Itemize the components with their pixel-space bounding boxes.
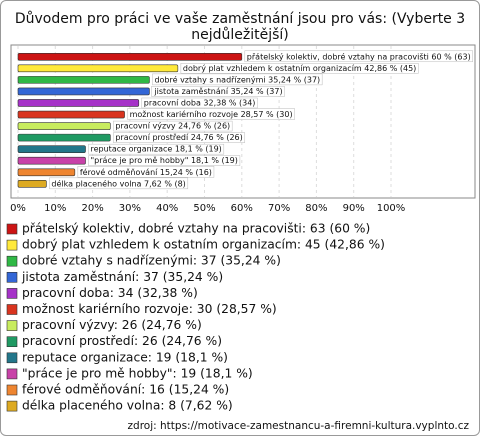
legend-swatch <box>6 255 18 267</box>
legend-label: dobrý plat vzhledem k ostatním organizac… <box>22 238 385 252</box>
x-tick-label: 40% <box>156 203 178 214</box>
legend-label: pracovní doba: 34 (32,38 %) <box>22 286 198 300</box>
bar-label: přátelský kolektiv, dobré vztahy na prac… <box>247 51 471 61</box>
bar-label-box <box>151 86 285 97</box>
bar-label-box <box>113 132 246 143</box>
bar-label: reputace organizace 18,1 % (19) <box>91 145 222 154</box>
bar-label-box <box>127 108 295 120</box>
legend-swatch <box>6 320 18 331</box>
bar <box>17 122 111 130</box>
legend-swatch <box>6 304 18 315</box>
legend-swatch <box>6 239 18 251</box>
legend-label: reputace organizace: 19 (18,1 %) <box>22 350 228 364</box>
bar-label: pracovní doba 32,38 % (34) <box>144 98 256 107</box>
bar-label-box <box>77 166 215 178</box>
x-tick-label: 100% <box>377 203 406 214</box>
x-tick-label: 10% <box>44 203 66 214</box>
x-tick-label: 70% <box>268 203 290 214</box>
bar-label-box <box>244 50 473 63</box>
source: zdroj: https://motivace-zamestnancu-a-fi… <box>128 420 470 432</box>
bar <box>17 156 86 165</box>
bar <box>17 87 150 96</box>
bar <box>17 64 179 73</box>
legend-label: možnost kariérního rozvoje: 30 (28,57 %) <box>22 302 277 316</box>
legend-swatch <box>6 368 18 380</box>
bar-label-box <box>88 143 225 155</box>
bar-label-box <box>113 120 233 132</box>
bar <box>17 99 140 107</box>
legend-label: pracovní výzvy: 26 (24,76 %) <box>22 318 202 332</box>
bar <box>17 76 150 84</box>
bar <box>17 110 125 119</box>
legend-label: jistota zaměstnání: 37 (35,24 %) <box>21 270 223 284</box>
bar-label-box <box>49 177 189 190</box>
bar-label: dobrý plat vzhledem k ostatním organizac… <box>183 64 416 73</box>
bar-label: pracovní výzvy 24,76 % (26) <box>115 122 230 131</box>
bar <box>17 168 76 177</box>
legend-swatch <box>6 352 18 364</box>
bar-label: dobré vztahy s nadřízenými 35,24 % (37) <box>154 74 320 84</box>
legend-swatch <box>6 288 18 299</box>
x-tick-label: 50% <box>193 203 215 214</box>
bar-label: jistota zaměstnání 35,24 % (37) <box>153 87 282 96</box>
bar-label: pracovní prostředí 24,76 % (26) <box>115 133 242 142</box>
bar <box>17 133 111 142</box>
x-tick-label: 30% <box>119 203 141 214</box>
bar <box>17 52 243 61</box>
legend-label: délka placeného volna: 8 (7,62 %) <box>22 399 233 413</box>
bar <box>17 180 47 188</box>
legend-label: férové odměňování: 16 (15,24 %) <box>22 383 229 397</box>
bar <box>17 145 86 153</box>
x-tick-label: 80% <box>305 203 327 214</box>
x-tick-label: 90% <box>343 203 365 214</box>
x-tick-label: 60% <box>231 203 253 214</box>
legend-swatch <box>6 384 18 396</box>
bar-label-box <box>88 155 241 166</box>
bar-label: možnost kariérního rozvoje 28,57 % (30) <box>130 109 293 119</box>
bar-label-box <box>180 63 419 74</box>
bar-label-box <box>141 97 258 109</box>
legend-swatch <box>6 336 18 348</box>
legend-swatch <box>6 223 18 235</box>
legend-label: "práce je pro mě hobby": 19 (18,1 %) <box>22 366 253 380</box>
legend-swatch <box>6 271 18 283</box>
bar-label: "práce je pro mě hobby" 18,1 % (19) <box>91 156 238 165</box>
legend-label: přátelský kolektiv, dobré vztahy na prac… <box>22 222 370 236</box>
x-tick-label: 20% <box>81 203 103 214</box>
bar-label: délka placeného volna 7,62 % (8) <box>51 178 185 188</box>
chart-title: Důvodem pro práci ve vaše zaměstnání jso… <box>14 11 466 43</box>
bar-label: férové odměňování 15,24 % (16) <box>80 167 212 177</box>
legend-label: dobré vztahy s nadřízenými: 37 (35,24 %) <box>22 254 281 268</box>
bar-label-box <box>152 73 323 86</box>
x-tick-label: 0% <box>10 203 26 214</box>
legend-label: pracovní prostředí: 26 (24,76 %) <box>22 334 222 348</box>
legend-swatch <box>6 400 18 412</box>
